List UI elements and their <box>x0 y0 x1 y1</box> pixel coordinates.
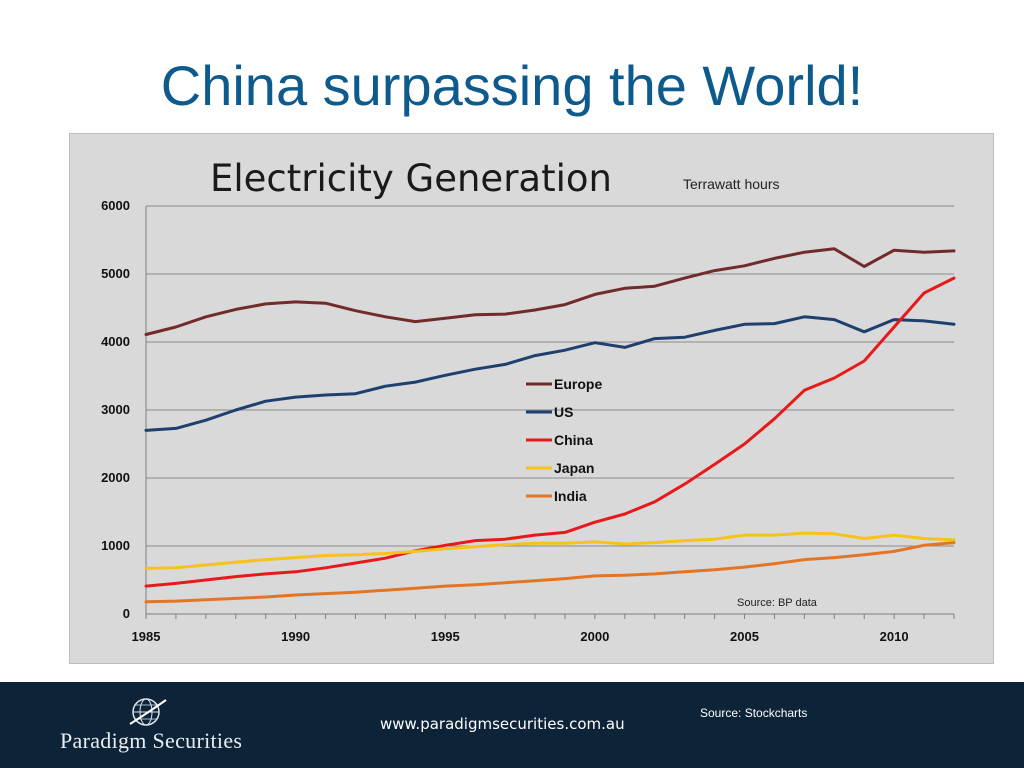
legend-label-japan: Japan <box>554 460 594 476</box>
axes: 0 1000 2000 3000 4000 5000 6000 1985 1990 1995 200… <box>101 198 955 644</box>
legend-label-china: China <box>554 432 593 448</box>
y-tick-label: 0 <box>123 606 130 621</box>
footer-bar: Paradigm Securities www.paradigmsecuriti… <box>0 682 1024 768</box>
legend-label-europe: Europe <box>554 376 602 392</box>
website-url[interactable]: www.paradigmsecurities.com.au <box>380 715 625 733</box>
series-lines <box>144 247 956 604</box>
globe-logo-icon <box>129 698 167 726</box>
x-tick-label: 1990 <box>281 629 310 644</box>
brand-name: Paradigm Securities <box>60 728 243 753</box>
chart-subtitle: Terrawatt hours <box>683 176 779 192</box>
chart-title: Electricity Generation <box>210 157 612 200</box>
series-line-india <box>144 541 956 604</box>
y-tick-label: 1000 <box>101 538 130 553</box>
chart-source-annotation: Source: BP data <box>737 597 818 609</box>
series-line-europe <box>144 247 956 336</box>
slide-title: China surpassing the World! <box>160 54 864 117</box>
gridlines <box>146 205 954 547</box>
x-tick-label: 2000 <box>580 629 609 644</box>
y-tick-label: 5000 <box>101 266 130 281</box>
source-credit: Source: Stockcharts <box>700 706 808 720</box>
x-tick-label: 1985 <box>132 629 161 644</box>
x-tick-label: 1995 <box>431 629 460 644</box>
series-line-china <box>144 276 956 588</box>
y-tick-label: 4000 <box>101 334 130 349</box>
legend: Europe US China Japan India <box>526 376 602 504</box>
y-tick-label: 3000 <box>101 402 130 417</box>
legend-label-us: US <box>554 404 573 420</box>
y-tick-label: 2000 <box>101 470 130 485</box>
chart-frame: Electricity Generation Terrawatt hours S… <box>69 133 994 664</box>
x-tick-label: 2005 <box>730 629 759 644</box>
x-tick-label: 2010 <box>880 629 909 644</box>
series-line-us <box>144 315 956 432</box>
series-line-japan <box>144 531 956 570</box>
legend-label-india: India <box>554 488 587 504</box>
y-tick-label: 6000 <box>101 198 130 213</box>
electricity-generation-chart: Electricity Generation Terrawatt hours S… <box>101 157 956 644</box>
